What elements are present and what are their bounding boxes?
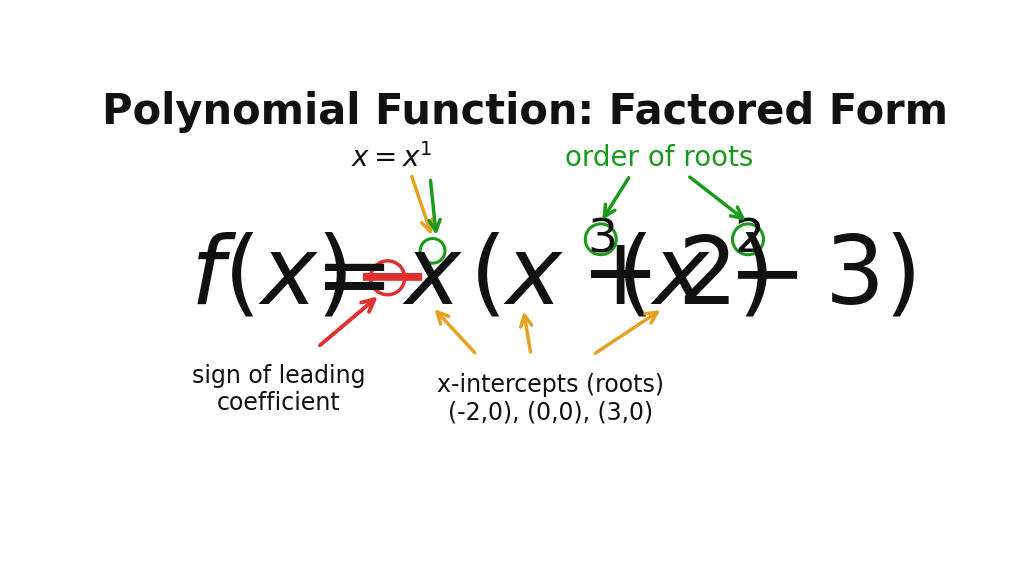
Text: sign of leading
coefficient: sign of leading coefficient (193, 363, 366, 415)
Text: $2$: $2$ (734, 217, 762, 262)
Text: $(\mathit{x}-3)$: $(\mathit{x}-3)$ (616, 233, 915, 323)
Text: $\mathit{f}(\mathit{x})$: $\mathit{f}(\mathit{x})$ (190, 233, 347, 323)
Text: x-intercepts (roots)
(-2,0), (0,0), (3,0): x-intercepts (roots) (-2,0), (0,0), (3,0… (437, 373, 664, 425)
Text: $\mathit{x}$: $\mathit{x}$ (402, 233, 463, 323)
Text: $\mathit{x} = \mathit{x}^1$: $\mathit{x} = \mathit{x}^1$ (351, 143, 432, 173)
Text: $=$: $=$ (296, 232, 386, 324)
Text: $3$: $3$ (587, 217, 615, 262)
Text: Polynomial Function: Factored Form: Polynomial Function: Factored Form (101, 90, 948, 132)
Text: $(\mathit{x}+2)$: $(\mathit{x}+2)$ (469, 233, 769, 323)
Text: $-$: $-$ (352, 232, 423, 324)
Text: order of roots: order of roots (564, 145, 753, 172)
